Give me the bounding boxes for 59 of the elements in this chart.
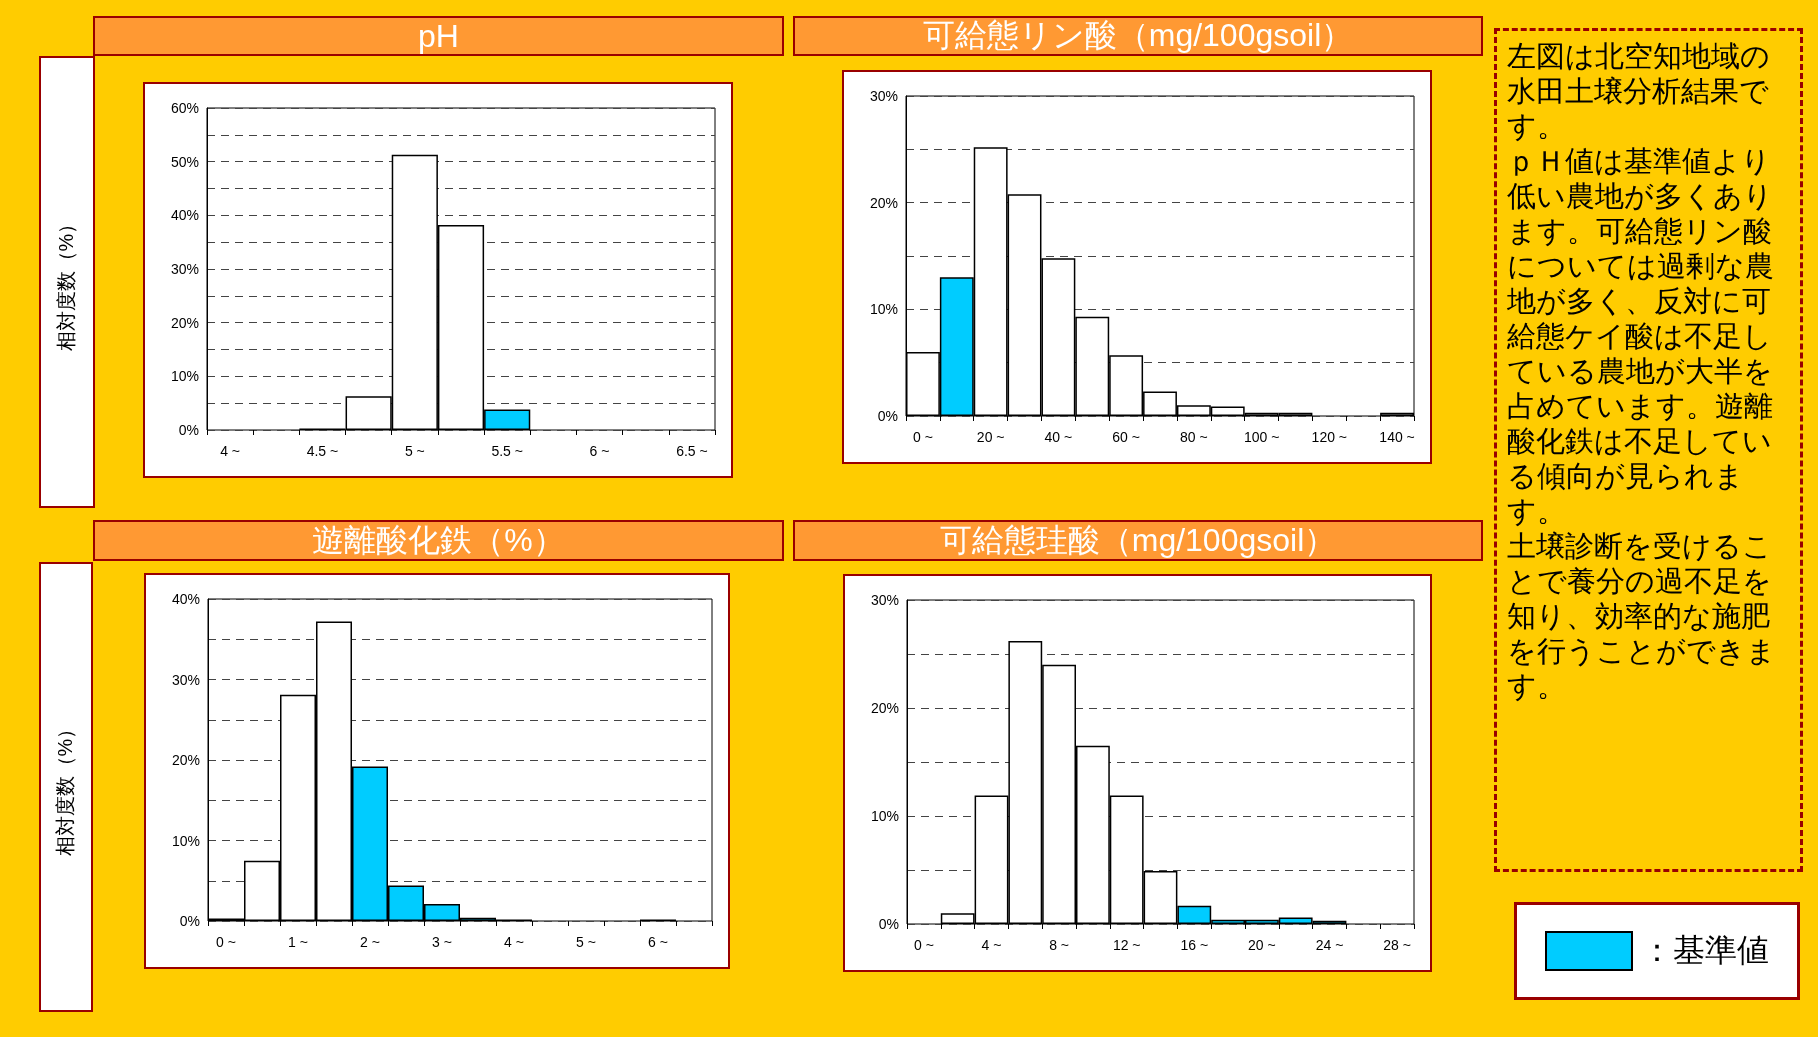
y-tick-label: 30% <box>170 261 199 277</box>
x-tick-label: 100 ~ <box>1243 429 1280 445</box>
x-tick-label: 0 ~ <box>913 937 934 953</box>
y-axis-title: 相対度数（%） <box>54 213 79 351</box>
x-tick-label: 5 ~ <box>576 934 596 950</box>
x-tick-label: 6 ~ <box>648 934 668 950</box>
x-tick-label: 3 ~ <box>432 934 452 950</box>
text: ｐＨ値は基準値より低い農地が多くあります。可給態リン酸については過剰な農地が多く、反対に可給態ケイ酸は不足している農地が大半を占めています。遊離酸化鉄は不足している傾向が見られます。 <box>1507 145 1774 527</box>
x-tick-label: 16 ~ <box>1180 937 1209 953</box>
x-tick-label: 60 ~ <box>1112 429 1140 445</box>
y-tick-label: 10% <box>171 832 200 849</box>
chart-title: pH <box>93 16 784 56</box>
y-tick-label: 10% <box>870 808 899 824</box>
x-tick-label: 4 ~ <box>504 934 524 950</box>
x-tick-label: 5 ~ <box>404 443 425 459</box>
x-tick-label: 80 ~ <box>1180 429 1208 445</box>
x-tick-label: 8 ~ <box>1049 937 1070 953</box>
x-tick-label: 5.5 ~ <box>491 443 523 459</box>
x-tick-label: 4.5 ~ <box>306 443 339 459</box>
x-tick-label: 4 ~ <box>981 937 1002 953</box>
y-tick-label: 0% <box>178 422 199 438</box>
y-tick-label: 40% <box>171 591 200 607</box>
x-tick-label: 120 ~ <box>1311 429 1348 445</box>
y-tick-label: 30% <box>869 88 898 104</box>
y-tick-label: 30% <box>870 592 899 608</box>
x-tick-label: 2 ~ <box>360 934 380 950</box>
y-tick-label: 0% <box>878 916 899 932</box>
y-tick-label: 0% <box>877 408 898 424</box>
y-axis-title: 相対度数（%） <box>53 718 78 856</box>
x-tick-label: 12 ~ <box>1112 937 1141 953</box>
x-tick-label: 1 ~ <box>288 934 308 950</box>
x-tick-label: 140 ~ <box>1379 429 1415 445</box>
y-tick-label: 20% <box>170 314 199 331</box>
y-tick-label: 30% <box>171 671 200 688</box>
y-tick-label: 10% <box>170 368 199 385</box>
y-tick-label: 60% <box>170 100 199 116</box>
text: 左図は北空知地域の水田土壌分析結果です。 <box>1507 39 1771 144</box>
text: 土壌診断を受けることで養分の過不足を知り、効率的な施肥を行うことができます。 <box>1507 529 1777 704</box>
x-tick-label: 20 ~ <box>1248 937 1276 953</box>
x-tick-label: 24 ~ <box>1315 937 1344 953</box>
y-tick-label: 20% <box>870 700 899 716</box>
y-tick-label: 20% <box>869 194 898 211</box>
x-tick-label: 0 ~ <box>913 429 933 445</box>
x-tick-label: 6.5 ~ <box>676 443 708 459</box>
text: ：基準値 <box>1641 931 1769 970</box>
y-tick-label: 10% <box>869 301 898 318</box>
y-tick-label: 20% <box>171 752 200 768</box>
x-tick-label: 4 ~ <box>220 443 241 459</box>
y-tick-label: 40% <box>170 207 199 224</box>
chart-title: 遊離酸化鉄（%） <box>93 520 784 561</box>
chart-title: 可給態リン酸（mg/100gsoil） <box>793 16 1483 56</box>
y-tick-label: 0% <box>179 913 200 929</box>
y-tick-label: 50% <box>170 153 199 170</box>
x-tick-label: 0 ~ <box>216 934 236 950</box>
x-tick-label: 6 ~ <box>589 443 610 459</box>
x-tick-label: 28 ~ <box>1383 937 1411 953</box>
chart-title: 可給態珪酸（mg/100gsoil） <box>793 520 1483 561</box>
x-tick-label: 20 ~ <box>976 429 1005 445</box>
x-tick-label: 40 ~ <box>1044 429 1073 445</box>
